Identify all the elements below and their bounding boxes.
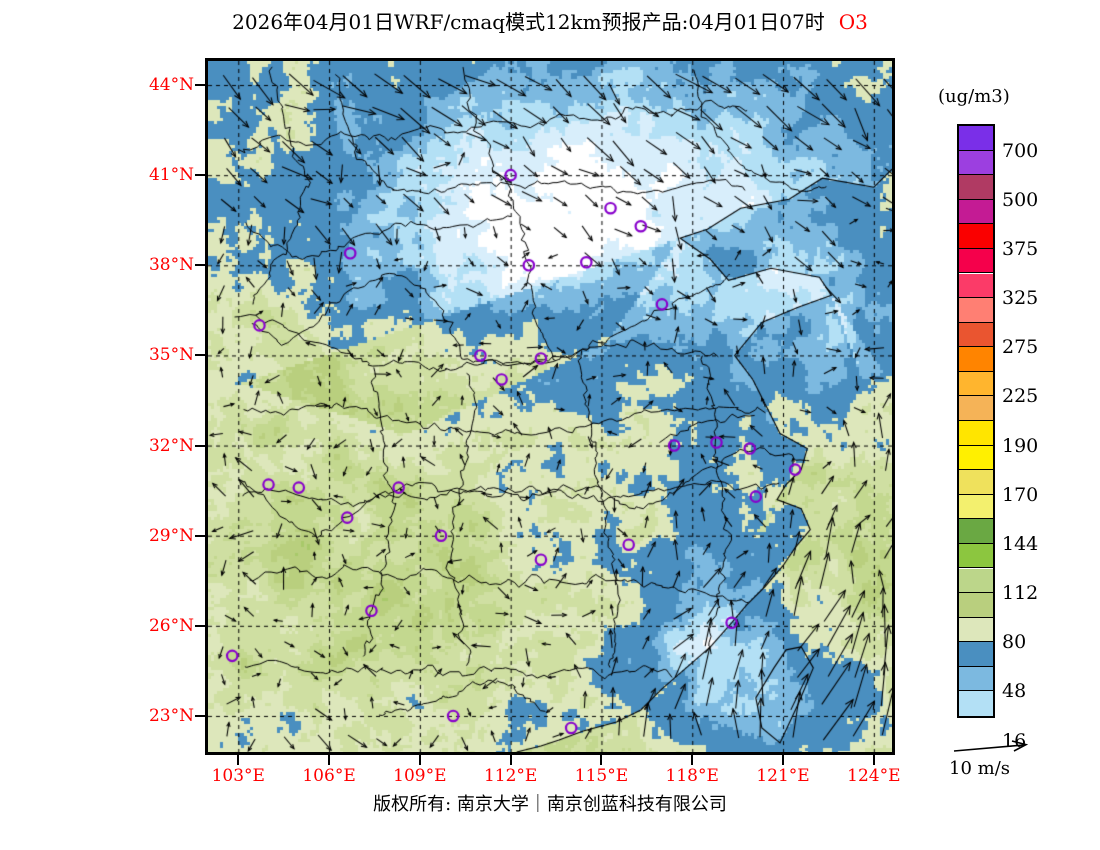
lat-axis-label: 29°N bbox=[148, 525, 194, 546]
lat-tick bbox=[195, 714, 205, 717]
lat-tick bbox=[195, 84, 205, 87]
colorbar-cell bbox=[959, 199, 993, 225]
lon-axis-label: 118°E bbox=[665, 766, 719, 786]
wind-scale-label: 10 m/s bbox=[949, 758, 1010, 779]
lon-axis-label: 115°E bbox=[574, 766, 629, 786]
colorbar-cell bbox=[959, 470, 993, 495]
map-raster-canvas[interactable] bbox=[208, 61, 892, 752]
colorbar-cell bbox=[959, 691, 993, 716]
colorbar-tick-label: 500 bbox=[1002, 188, 1039, 211]
lon-axis-label: 124°E bbox=[847, 766, 901, 786]
lon-axis-label: 121°E bbox=[756, 766, 810, 786]
lat-axis-label: 23°N bbox=[148, 705, 194, 726]
colorbar-tick-label: 80 bbox=[1002, 631, 1027, 654]
lon-tick bbox=[509, 755, 512, 765]
lon-tick bbox=[872, 755, 875, 765]
colorbar-cell bbox=[959, 224, 993, 249]
lon-tick bbox=[237, 755, 240, 765]
colorbar-units-label: (ug/m3) bbox=[938, 86, 1010, 107]
colorbar-cell bbox=[959, 298, 993, 323]
colorbar-tick-label: 700 bbox=[1002, 139, 1039, 162]
colorbar-tick-label: 225 bbox=[1002, 385, 1039, 408]
lon-tick bbox=[328, 755, 331, 765]
colorbar-cell bbox=[959, 519, 993, 544]
colorbar-cell bbox=[959, 248, 993, 274]
footer-copyright: 版权所有: 南京大学｜南京创蓝科技有限公司 bbox=[373, 794, 727, 815]
colorbar-tick-label: 48 bbox=[1002, 680, 1027, 703]
lat-axis-label: 32°N bbox=[148, 435, 194, 456]
title-species-label: O3 bbox=[838, 10, 868, 34]
colorbar-cell bbox=[959, 445, 993, 471]
lon-tick bbox=[691, 755, 694, 765]
colorbar-tick-label: 190 bbox=[1002, 434, 1039, 457]
page-title: 2026年04月01日WRF/cmaq模式12km预报产品:04月01日07时 O… bbox=[0, 6, 1100, 35]
wind-arrow-icon bbox=[953, 740, 1029, 752]
colorbar-cell bbox=[959, 175, 993, 200]
lon-axis-label: 103°E bbox=[211, 766, 265, 786]
lon-tick bbox=[782, 755, 785, 765]
colorbar-cell bbox=[959, 568, 993, 594]
colorbar-cell bbox=[959, 593, 993, 618]
colorbar-cell bbox=[959, 617, 993, 643]
lat-tick bbox=[195, 174, 205, 177]
lon-axis-label: 112°E bbox=[483, 766, 538, 786]
colorbar-tick-label: 112 bbox=[1002, 582, 1039, 605]
lat-tick bbox=[195, 264, 205, 267]
lat-tick bbox=[195, 624, 205, 627]
lat-axis-label: 41°N bbox=[148, 165, 194, 186]
colorbar-tick-label: 325 bbox=[1002, 287, 1039, 310]
colorbar bbox=[957, 124, 995, 718]
lat-axis-label: 35°N bbox=[148, 345, 194, 366]
lon-axis-label: 109°E bbox=[393, 766, 447, 786]
title-main-text: 2026年04月01日WRF/cmaq模式12km预报产品:04月01日07时 bbox=[232, 10, 825, 34]
colorbar-cell bbox=[959, 371, 993, 397]
colorbar-cell bbox=[959, 150, 993, 176]
colorbar-cell bbox=[959, 347, 993, 372]
colorbar-tick-label: 275 bbox=[1002, 336, 1039, 359]
colorbar-cell bbox=[959, 543, 993, 569]
colorbar-cell bbox=[959, 494, 993, 520]
colorbar-cell bbox=[959, 421, 993, 446]
colorbar-cell bbox=[959, 666, 993, 692]
colorbar-cell bbox=[959, 126, 993, 151]
colorbar-cell bbox=[959, 642, 993, 667]
colorbar-cell bbox=[959, 322, 993, 348]
lat-tick bbox=[195, 354, 205, 357]
lat-axis-label: 26°N bbox=[148, 615, 194, 636]
colorbar-tick-label: 170 bbox=[1002, 483, 1039, 506]
colorbar-tick-label: 144 bbox=[1002, 532, 1039, 555]
lat-tick bbox=[195, 534, 205, 537]
forecast-map[interactable] bbox=[205, 58, 895, 755]
lat-axis-label: 44°N bbox=[148, 75, 194, 96]
lon-tick bbox=[418, 755, 421, 765]
lat-tick bbox=[195, 444, 205, 447]
lat-axis-label: 38°N bbox=[148, 255, 194, 276]
colorbar-tick-label: 375 bbox=[1002, 237, 1039, 260]
colorbar-cell bbox=[959, 273, 993, 299]
lon-axis-label: 106°E bbox=[302, 766, 356, 786]
lon-tick bbox=[600, 755, 603, 765]
colorbar-cell bbox=[959, 396, 993, 421]
